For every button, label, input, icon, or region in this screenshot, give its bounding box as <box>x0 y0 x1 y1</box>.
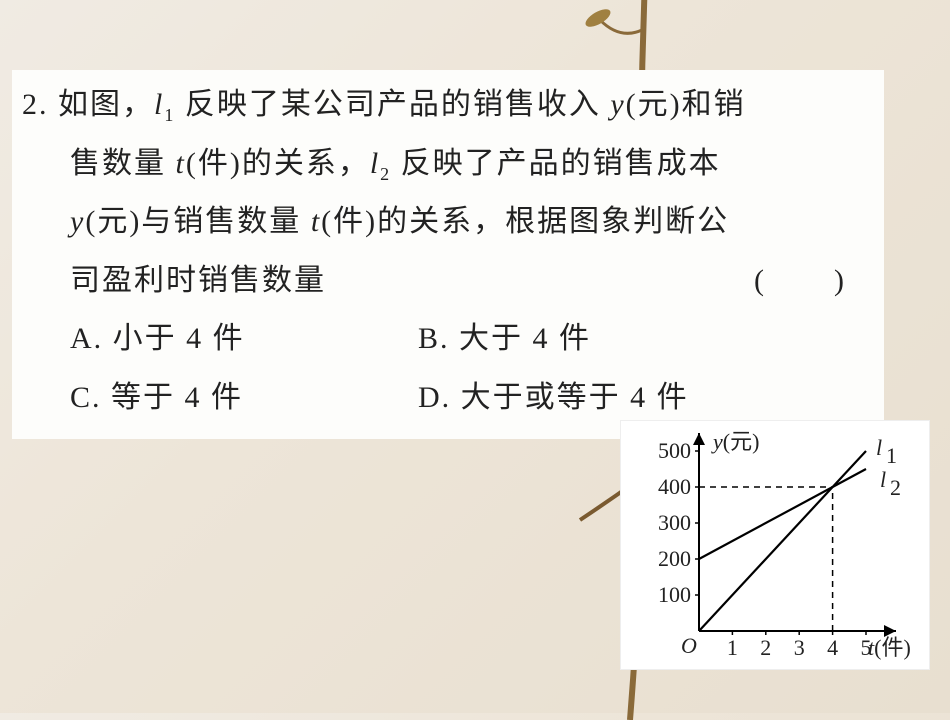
svg-text:l: l <box>876 435 882 460</box>
question-number: 2. <box>22 88 49 121</box>
svg-text:2: 2 <box>890 475 901 500</box>
svg-text:500: 500 <box>658 438 691 463</box>
svg-text:1: 1 <box>727 635 738 660</box>
svg-text:1: 1 <box>886 443 897 468</box>
svg-text:t(件): t(件) <box>868 635 911 660</box>
question-block: 2. 如图，l1 反映了某公司产品的销售收入 y(元)和销 售数量 t(件)的关… <box>12 70 884 439</box>
option-a: A. 小于 4 件 <box>70 310 418 369</box>
options: A. 小于 4 件 B. 大于 4 件 C. 等于 4 件 D. 大于或等于 4… <box>22 310 874 427</box>
svg-text:400: 400 <box>658 474 691 499</box>
svg-text:O: O <box>681 633 697 658</box>
option-c: C. 等于 4 件 <box>70 369 418 428</box>
question-text: 2. 如图，l1 反映了某公司产品的销售收入 y(元)和销 售数量 t(件)的关… <box>22 76 874 310</box>
option-b: B. 大于 4 件 <box>418 310 591 369</box>
svg-text:y(元): y(元) <box>711 429 759 454</box>
svg-text:200: 200 <box>658 546 691 571</box>
answer-blank: ( ) <box>754 252 874 311</box>
svg-text:100: 100 <box>658 582 691 607</box>
chart: 10020030040050012345l1l2y(元)t(件)O <box>620 420 930 670</box>
svg-text:4: 4 <box>827 635 838 660</box>
svg-text:300: 300 <box>658 510 691 535</box>
svg-text:2: 2 <box>760 635 771 660</box>
option-d: D. 大于或等于 4 件 <box>418 369 689 428</box>
svg-text:l: l <box>880 467 886 492</box>
svg-text:3: 3 <box>794 635 805 660</box>
